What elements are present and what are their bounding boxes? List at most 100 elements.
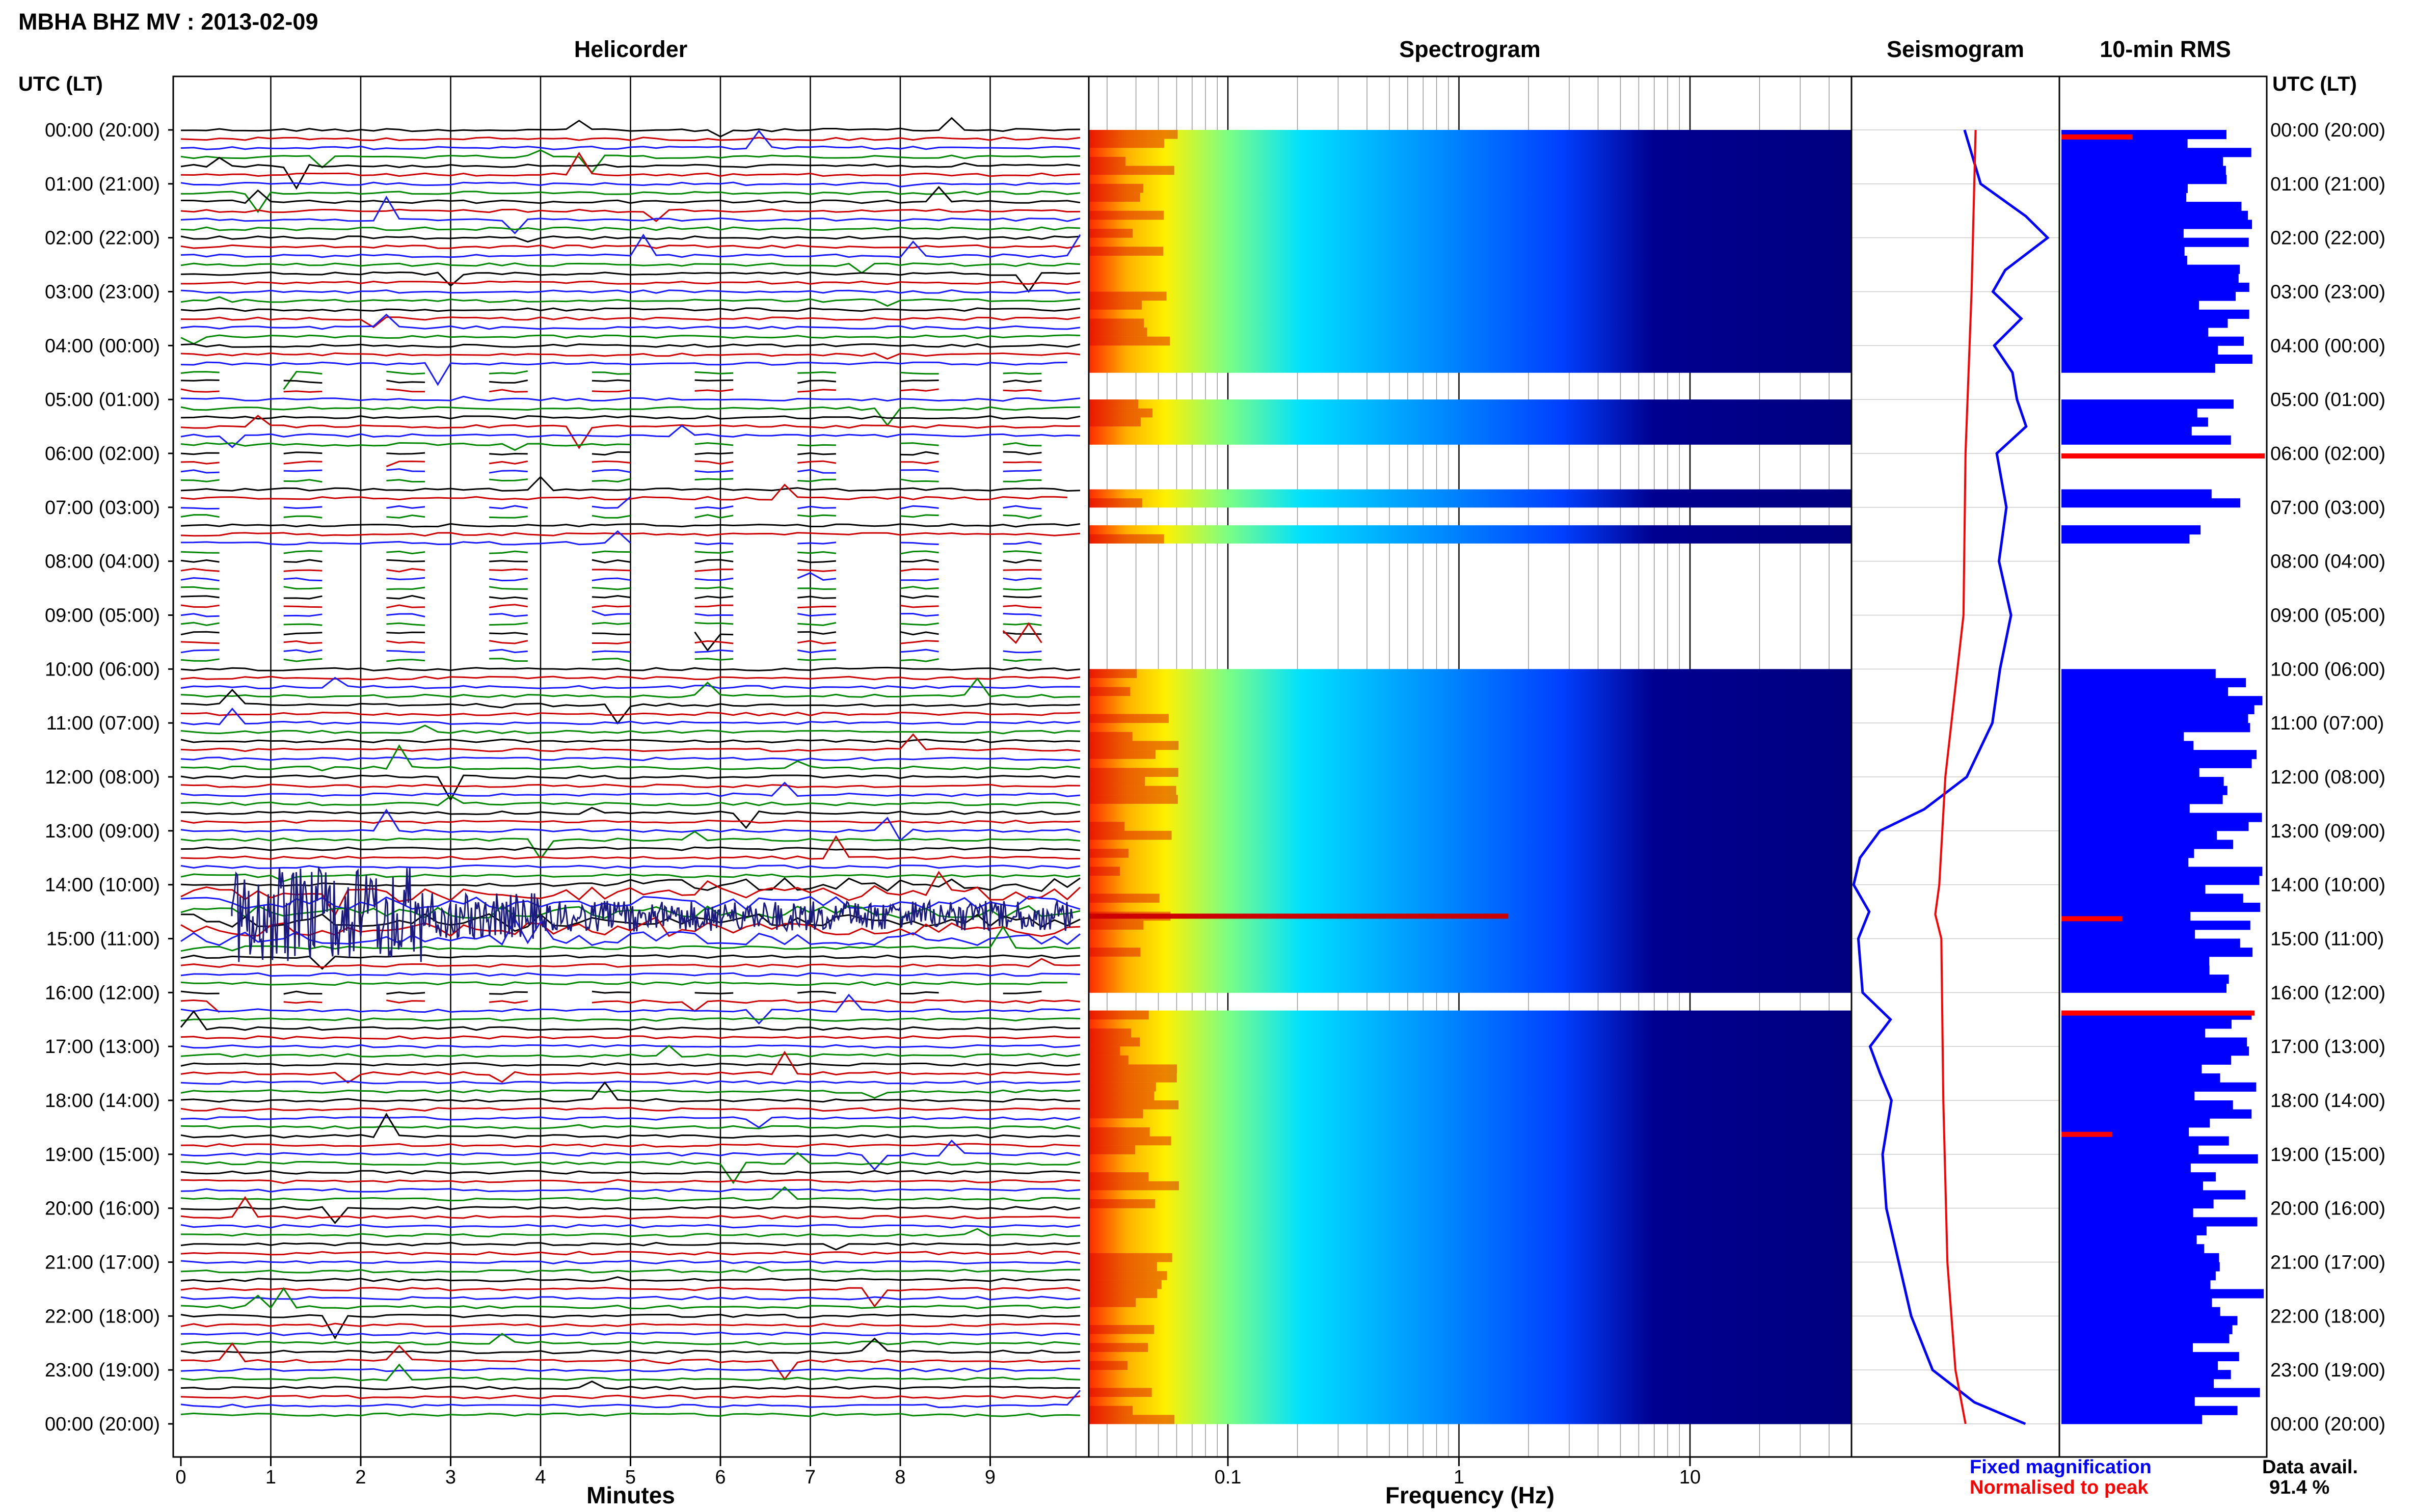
- helicorder-trace: [180, 1010, 1081, 1031]
- spectrogram-lowfreq-energy: [1089, 1325, 1155, 1335]
- spectrogram-band: [1089, 1208, 1852, 1218]
- spectrogram-band: [1089, 1262, 1852, 1272]
- rms-bar: [2061, 938, 2240, 948]
- spectrogram-band: [1089, 202, 1852, 211]
- time-tick-label-right: 09:00 (05:00): [2270, 605, 2385, 627]
- spectrogram-band: [1089, 1037, 1852, 1047]
- helicorder-trace: [180, 595, 1042, 600]
- time-tick-label-left: 11:00 (07:00): [46, 713, 160, 734]
- helicorder-trace: [180, 873, 1081, 882]
- helicorder-x-tick-label: 5: [625, 1467, 636, 1488]
- rms-bar: [2061, 714, 2248, 723]
- spectrogram-band: [1089, 965, 1852, 975]
- helicorder-trace: [180, 1367, 1081, 1372]
- helicorder-trace: [180, 530, 1042, 546]
- spectrogram-band: [1089, 210, 1852, 220]
- helicorder-trace: [180, 296, 1081, 307]
- spectrogram-band: [1089, 345, 1852, 355]
- helicorder-trace: [180, 1265, 1081, 1274]
- legend-normalised-to-peak: Normalised to peak: [1970, 1477, 2149, 1498]
- rms-panel: [2058, 75, 2268, 1458]
- helicorder-trace: [180, 468, 1042, 474]
- spectrogram-lowfreq-energy: [1089, 210, 1164, 220]
- rms-bar: [2061, 1316, 2238, 1326]
- rms-bar: [2061, 247, 2185, 256]
- rms-bar: [2061, 336, 2244, 346]
- rms-bar: [2061, 328, 2209, 337]
- spectrogram-band: [1089, 1073, 1852, 1083]
- helicorder-trace: [180, 1124, 1081, 1130]
- rms-normalised-bar: [2061, 1131, 2112, 1137]
- rms-frame: [2058, 75, 2268, 1458]
- spectrogram-band: [1089, 975, 1852, 984]
- helicorder-trace: [180, 208, 1081, 223]
- spectrogram-band: [1089, 795, 1852, 804]
- seismogram-background: [1852, 76, 2059, 1457]
- availability-label: Data avail.: [2262, 1456, 2358, 1478]
- spectrogram-band: [1089, 857, 1852, 867]
- helicorder-trace: [180, 622, 1042, 626]
- spectrogram-lowfreq-energy: [1089, 1100, 1179, 1110]
- rms-bar: [2061, 876, 2260, 885]
- spectrogram-band: [1089, 426, 1852, 436]
- spectrogram-x-tick-label: 0.1: [1215, 1467, 1242, 1488]
- spectrogram-band: [1089, 1046, 1852, 1056]
- rms-bar: [2061, 1136, 2229, 1146]
- availability-value: 91.4 %: [2269, 1477, 2329, 1498]
- spectrogram-lowfreq-energy: [1089, 830, 1172, 840]
- spectrogram-band: [1089, 193, 1852, 202]
- helicorder-trace: [180, 233, 1081, 258]
- time-tick-label-right: 10:00 (06:00): [2270, 659, 2385, 680]
- spectrogram-band: [1089, 1226, 1852, 1236]
- rms-bar: [2061, 220, 2252, 229]
- time-tick-label-left: 14:00 (10:00): [45, 875, 160, 896]
- helicorder-trace: [180, 958, 1081, 968]
- spectrogram-band: [1089, 1028, 1852, 1038]
- rms-bar: [2061, 687, 2229, 696]
- spectrogram-lowfreq-energy: [1089, 328, 1147, 337]
- helicorder-trace: [180, 442, 1042, 451]
- rms-bar: [2061, 1091, 2195, 1101]
- spectrogram-band: [1089, 1307, 1852, 1316]
- spectrogram-band: [1089, 435, 1852, 445]
- spectrogram-lowfreq-energy: [1089, 1253, 1172, 1262]
- spectrogram-band: [1089, 301, 1852, 310]
- spectrogram-lowfreq-energy: [1089, 741, 1179, 750]
- rms-bar: [2061, 363, 2215, 373]
- helicorder-trace: [180, 1287, 1081, 1310]
- spectrogram-band: [1089, 1361, 1852, 1370]
- helicorder-trace: [180, 733, 1081, 752]
- helicorder-trace: [180, 379, 1042, 384]
- time-tick-label-right: 07:00 (03:00): [2270, 497, 2385, 519]
- spectrogram-band: [1089, 894, 1852, 903]
- rms-bar: [2061, 193, 2187, 202]
- rms-bar: [2061, 786, 2228, 795]
- helicorder-trace: [180, 689, 1081, 725]
- spectrogram-lowfreq-energy: [1089, 894, 1160, 903]
- spectrogram-band: [1089, 408, 1852, 418]
- helicorder-trace: [180, 1113, 1081, 1139]
- helicorder-trace: [180, 137, 1081, 142]
- rms-bar: [2061, 867, 2263, 876]
- rms-normalised-bar: [2061, 453, 2265, 458]
- helicorder-trace: [180, 1179, 1081, 1184]
- rms-bar: [2061, 1262, 2220, 1272]
- spectrogram-lowfreq-energy: [1089, 1271, 1167, 1281]
- rms-normalised-bar: [2061, 1010, 2255, 1016]
- spectrogram-band: [1089, 714, 1852, 723]
- time-tick-label-left: 08:00 (04:00): [45, 551, 160, 573]
- spectrogram-band: [1089, 759, 1852, 768]
- spectrogram-lowfreq-energy: [1089, 1046, 1120, 1056]
- rms-bar: [2061, 723, 2250, 733]
- rms-bar: [2061, 426, 2192, 436]
- spectrogram-band: [1089, 282, 1852, 292]
- spectrogram-lowfreq-energy: [1089, 822, 1125, 831]
- spectrogram-band: [1089, 1253, 1852, 1262]
- rms-bar: [2061, 1109, 2252, 1119]
- spectrogram-lowfreq-energy: [1089, 247, 1164, 256]
- rms-bar: [2061, 1244, 2205, 1254]
- helicorder-x-tick-label: 0: [175, 1467, 186, 1488]
- time-tick-label-left: 23:00 (19:00): [45, 1360, 160, 1381]
- helicorder-trace: [180, 460, 1042, 468]
